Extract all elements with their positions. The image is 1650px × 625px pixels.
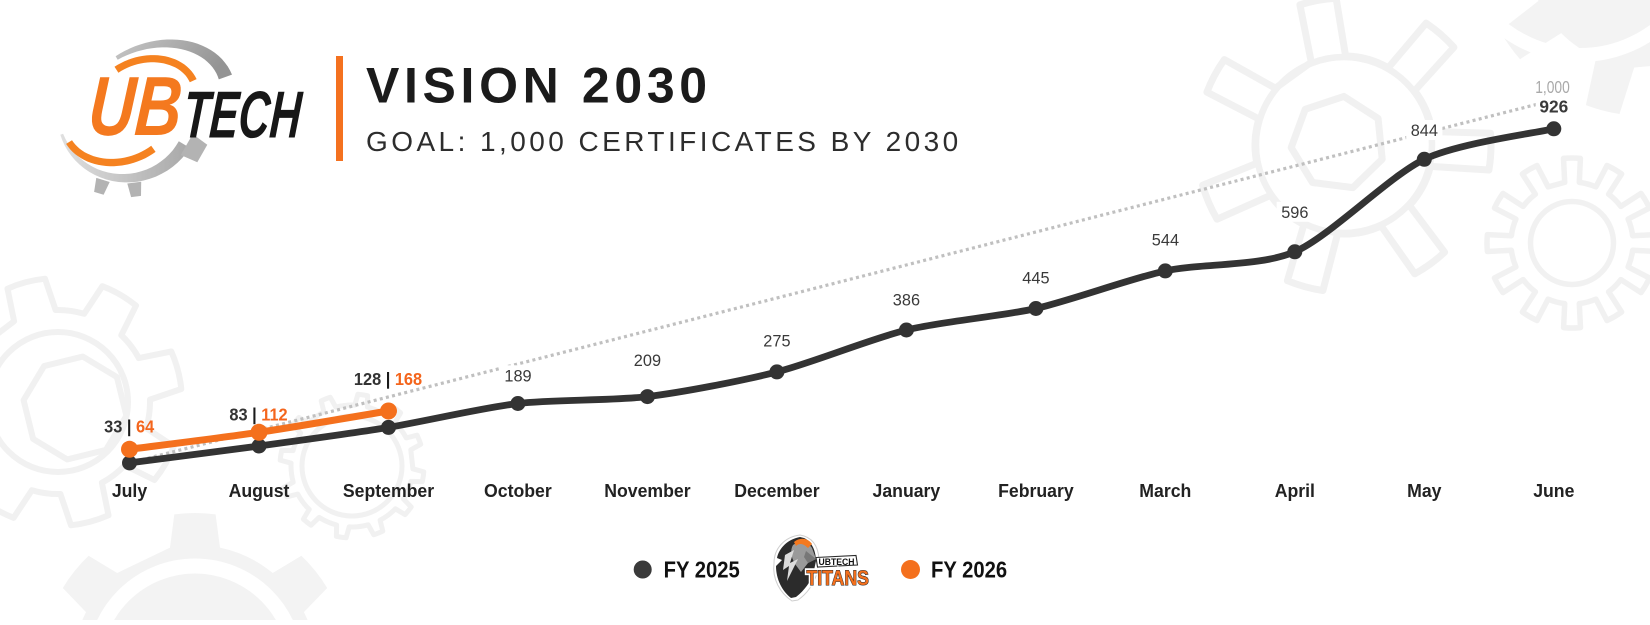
svg-text:December: December: [734, 480, 819, 501]
svg-text:926: 926: [1539, 96, 1568, 116]
svg-text:1,000: 1,000: [1535, 79, 1570, 98]
svg-text:189: 189: [504, 366, 531, 385]
svg-text:March: March: [1139, 480, 1191, 501]
svg-text:July: July: [112, 480, 147, 501]
svg-text:UBTECH: UBTECH: [819, 557, 855, 567]
svg-text:445: 445: [1022, 268, 1049, 287]
svg-text:June: June: [1533, 480, 1574, 501]
svg-text:September: September: [343, 480, 434, 501]
svg-text:FY 2026: FY 2026: [931, 556, 1007, 583]
svg-text:TECH: TECH: [181, 77, 305, 152]
svg-text:February: February: [998, 480, 1074, 501]
svg-text:128 | 168: 128 | 168: [354, 369, 422, 389]
svg-text:544: 544: [1152, 230, 1179, 249]
svg-text:May: May: [1407, 480, 1441, 501]
svg-text:TITANS: TITANS: [807, 566, 869, 590]
svg-text:TITANS: TITANS: [807, 566, 869, 590]
svg-text:January: January: [873, 480, 941, 501]
svg-text:GOAL: 1,000 CERTIFICATES BY 20: GOAL: 1,000 CERTIFICATES BY 2030: [366, 126, 962, 157]
svg-text:596: 596: [1281, 202, 1308, 221]
svg-text:VISION 2030: VISION 2030: [366, 58, 712, 114]
svg-text:83 | 112: 83 | 112: [229, 405, 287, 425]
svg-text:386: 386: [893, 290, 920, 309]
svg-text:209: 209: [634, 350, 661, 369]
svg-text:FY 2025: FY 2025: [664, 556, 740, 583]
svg-text:275: 275: [763, 331, 790, 350]
svg-text:844: 844: [1411, 121, 1438, 140]
svg-text:UB: UB: [86, 59, 186, 153]
svg-text:33 | 64: 33 | 64: [104, 417, 155, 437]
svg-text:October: October: [484, 480, 552, 501]
svg-text:April: April: [1275, 480, 1315, 501]
svg-text:August: August: [229, 480, 290, 501]
svg-text:November: November: [604, 480, 690, 501]
